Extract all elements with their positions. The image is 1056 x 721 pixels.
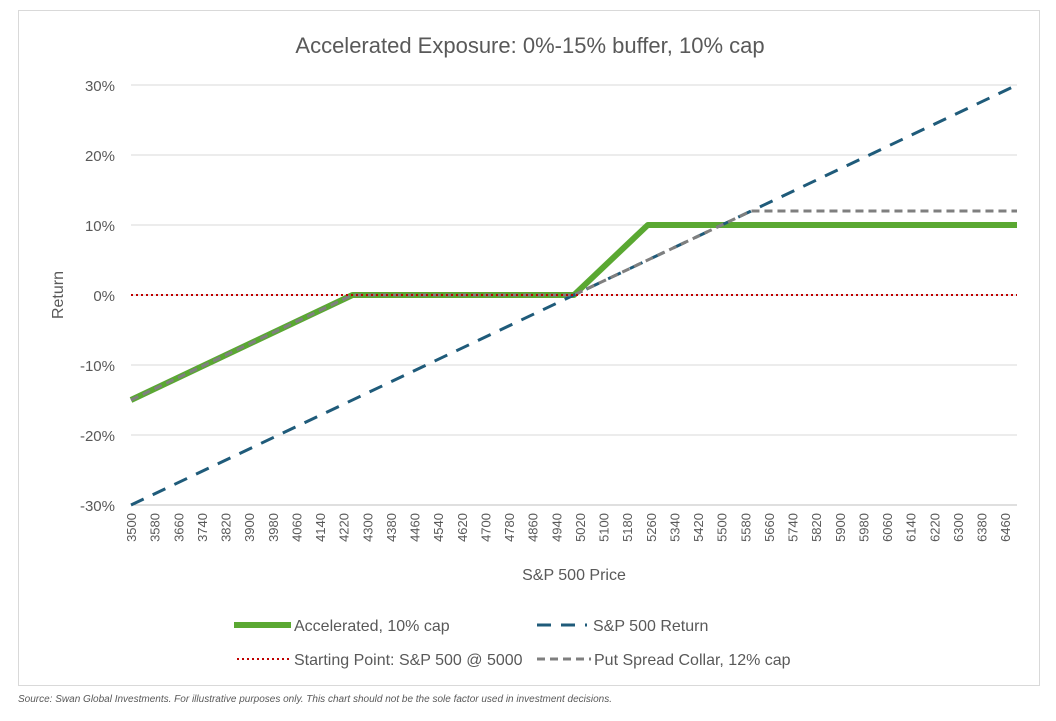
x-tick-label: 3500 — [124, 513, 139, 542]
chart-frame: Accelerated Exposure: 0%-15% buffer, 10%… — [18, 10, 1040, 686]
x-tick-label: 5020 — [573, 513, 588, 542]
x-tick-label: 4220 — [337, 513, 352, 542]
y-tick-label: -30% — [80, 498, 115, 515]
chart-title: Accelerated Exposure: 0%-15% buffer, 10%… — [295, 33, 764, 58]
x-tick-label: 6380 — [975, 513, 990, 542]
x-tick-label: 3820 — [219, 513, 234, 542]
y-tick-label: -10% — [80, 358, 115, 375]
x-tick-label: 6060 — [880, 513, 895, 542]
x-tick-label: 5900 — [833, 513, 848, 542]
legend-label: Put Spread Collar, 12% cap — [594, 652, 791, 669]
x-tick-label: 6460 — [998, 513, 1013, 542]
x-tick-label: 4860 — [526, 513, 541, 542]
x-tick-label: 5340 — [667, 513, 682, 542]
x-axis-label: S&P 500 Price — [522, 567, 626, 584]
x-tick-label: 5500 — [715, 513, 730, 542]
y-tick-label: 20% — [85, 148, 115, 165]
x-tick-label: 5180 — [620, 513, 635, 542]
series-line — [129, 222, 1017, 403]
source-note: Source: Swan Global Investments. For ill… — [18, 694, 612, 705]
x-tick-label: 3660 — [171, 513, 186, 542]
x-tick-label: 4460 — [408, 513, 423, 542]
x-tick-label: 6140 — [904, 513, 919, 542]
legend-label: Accelerated, 10% cap — [294, 618, 450, 635]
x-tick-label: 4300 — [360, 513, 375, 542]
x-axis-ticks: 3500 3580 3660 3740 3820 3900 3980 4060 4140 4220… — [124, 513, 1013, 542]
legend-label: Starting Point: S&P 500 @ 5000 — [294, 652, 523, 669]
x-tick-label: 6220 — [927, 513, 942, 542]
x-tick-label: 4700 — [478, 513, 493, 542]
y-axis-label: Return — [50, 271, 67, 319]
x-tick-label: 3900 — [242, 513, 257, 542]
x-tick-label: 4060 — [289, 513, 304, 542]
x-tick-label: 4540 — [431, 513, 446, 542]
x-tick-label: 5260 — [644, 513, 659, 542]
series-line — [130, 83, 1018, 507]
x-tick-label: 3580 — [148, 513, 163, 542]
x-tick-label: 5740 — [786, 513, 801, 542]
series-lines — [129, 83, 1018, 507]
legend-label: S&P 500 Return — [593, 618, 708, 635]
x-tick-label: 6300 — [951, 513, 966, 542]
x-tick-label: 3980 — [266, 513, 281, 542]
y-tick-label: 0% — [93, 288, 115, 305]
x-tick-label: 4140 — [313, 513, 328, 542]
y-axis-ticks: -30% -20% -10% 0% 10% 20% 30% — [80, 78, 115, 515]
x-tick-label: 5580 — [738, 513, 753, 542]
x-tick-label: 5420 — [691, 513, 706, 542]
x-tick-label: 3740 — [195, 513, 210, 542]
legend: Accelerated, 10% cap S&P 500 Return Starti… — [234, 618, 791, 669]
y-tick-label: -20% — [80, 428, 115, 445]
x-tick-label: 5100 — [597, 513, 612, 542]
series-line — [130, 209, 1017, 402]
gridlines — [131, 84, 1017, 506]
x-tick-label: 4940 — [549, 513, 564, 542]
x-tick-label: 5980 — [856, 513, 871, 542]
chart: Accelerated Exposure: 0%-15% buffer, 10%… — [50, 33, 1018, 669]
x-tick-label: 4380 — [384, 513, 399, 542]
x-tick-label: 5820 — [809, 513, 824, 542]
x-tick-label: 4620 — [455, 513, 470, 542]
x-tick-label: 4780 — [502, 513, 517, 542]
y-tick-label: 10% — [85, 218, 115, 235]
y-tick-label: 30% — [85, 78, 115, 95]
x-tick-label: 5660 — [762, 513, 777, 542]
